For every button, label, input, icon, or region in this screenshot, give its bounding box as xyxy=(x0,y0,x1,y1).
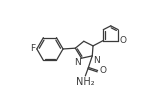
Text: O: O xyxy=(99,66,106,75)
Text: N: N xyxy=(74,58,81,67)
Text: NH₂: NH₂ xyxy=(76,77,95,87)
Text: F: F xyxy=(31,44,36,54)
Text: O: O xyxy=(120,36,127,45)
Text: N: N xyxy=(93,56,99,64)
